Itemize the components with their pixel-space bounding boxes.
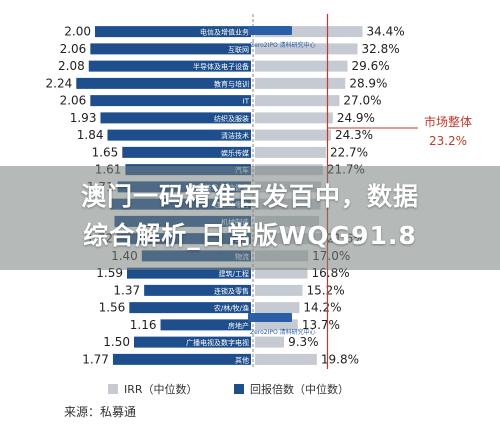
bar-multiple-15 [144, 284, 251, 296]
data-label-irr-5: 24.9% [337, 111, 375, 125]
watermark-text: Zero2IPO 清科研究中心 [250, 41, 316, 49]
category-label-3: 教育与培训 [214, 79, 249, 88]
legend-swatch-multiple [234, 384, 244, 394]
category-label-0: 电信及增值业务 [200, 28, 249, 37]
watermark-logo-1 [248, 313, 292, 322]
bar-multiple-2 [88, 60, 251, 72]
bar-multiple-7 [122, 146, 251, 158]
bar-multiple-17 [160, 319, 251, 331]
data-label-irr-3: 28.9% [349, 76, 387, 90]
bar-multiple-18 [134, 336, 251, 348]
category-label-7: 娱乐传媒 [221, 148, 249, 157]
bar-irr-3 [255, 77, 346, 89]
bar-irr-6 [255, 129, 331, 141]
data-label-irr-15: 15.2% [307, 283, 345, 297]
data-label-multiple-2: 2.08 [58, 59, 85, 73]
data-label-multiple-15: 1.37 [113, 283, 140, 297]
market-overall-label: 市场整体 [424, 114, 472, 129]
bar-irr-0 [255, 26, 363, 38]
bar-irr-16 [255, 302, 300, 314]
bar-irr-15 [255, 284, 303, 296]
category-label-19: 其他 [235, 355, 249, 364]
data-label-irr-2: 29.6% [352, 59, 390, 73]
data-label-multiple-7: 1.65 [92, 145, 119, 159]
data-label-multiple-19: 1.77 [82, 352, 109, 366]
category-label-5: 纺织及服装 [214, 114, 249, 123]
bar-irr-4 [255, 95, 340, 107]
bar-irr-7 [255, 146, 326, 158]
category-label-18: 广播电视及数字电视 [186, 338, 249, 347]
legend-label-multiple: 回报倍数（中位数） [250, 382, 349, 396]
data-label-multiple-0: 2.00 [64, 25, 91, 39]
data-label-irr-4: 27.0% [343, 94, 381, 108]
bar-irr-14 [255, 267, 308, 279]
category-label-1: 互联网 [228, 45, 249, 54]
bar-irr-19 [255, 353, 317, 365]
bar-multiple-19 [112, 353, 251, 365]
bar-irr-5 [255, 112, 333, 124]
data-label-irr-1: 32.8% [362, 42, 400, 56]
data-label-irr-18: 9.3% [288, 335, 319, 349]
category-label-15: 连锁及零售 [214, 286, 249, 295]
bar-multiple-3 [76, 77, 251, 89]
legend-label-irr: IRR（中位数） [124, 382, 198, 396]
legend-swatch-irr [108, 384, 118, 394]
data-label-multiple-3: 2.24 [46, 76, 73, 90]
bar-multiple-0 [95, 26, 251, 38]
data-label-irr-0: 34.4% [367, 25, 405, 39]
data-label-irr-16: 14.2% [303, 301, 341, 315]
overlay-banner [0, 166, 500, 270]
data-label-multiple-17: 1.16 [130, 318, 157, 332]
data-label-multiple-16: 1.56 [99, 301, 126, 315]
bar-multiple-14 [126, 267, 251, 279]
bar-multiple-5 [100, 112, 252, 124]
market-overall-value: 23.2% [429, 134, 467, 148]
data-label-multiple-5: 1.93 [70, 111, 97, 125]
data-label-irr-6: 24.3% [335, 128, 373, 142]
overlay-title-line1: 澳门一码精准百发百中，数据 [80, 182, 419, 211]
category-label-16: 农/林/牧/渔 [214, 304, 249, 313]
bar-irr-18 [255, 336, 285, 348]
bar-irr-2 [255, 60, 348, 72]
category-label-17: 房地产 [228, 321, 249, 330]
overlay-title-line2: 综合解析_日常版WQG91.8 [83, 221, 417, 250]
data-label-irr-7: 22.7% [330, 145, 368, 159]
source-note: 来源：私募通 [64, 405, 137, 419]
data-label-multiple-1: 2.06 [60, 42, 87, 56]
watermark-text-2: Zero2IPO 清科研究中心 [250, 328, 316, 336]
bar-irr-17 [255, 319, 298, 331]
category-label-6: 清洁技术 [221, 131, 249, 140]
bar-multiple-1 [90, 43, 251, 55]
category-label-14: 建筑/工程 [219, 269, 249, 278]
data-label-irr-19: 19.8% [321, 352, 359, 366]
data-label-multiple-4: 2.06 [60, 94, 87, 108]
data-label-irr-17: 13.7% [302, 318, 340, 332]
category-label-4: IT [243, 98, 250, 106]
bar-multiple-16 [129, 302, 251, 314]
bar-multiple-6 [107, 129, 251, 141]
data-label-multiple-6: 1.84 [77, 128, 104, 142]
data-label-multiple-18: 1.50 [103, 335, 130, 349]
category-label-2: 半导体及电子设备 [193, 62, 249, 71]
bar-multiple-4 [90, 95, 251, 107]
bar-irr-1 [255, 43, 358, 55]
watermark-logo-0 [248, 26, 292, 35]
